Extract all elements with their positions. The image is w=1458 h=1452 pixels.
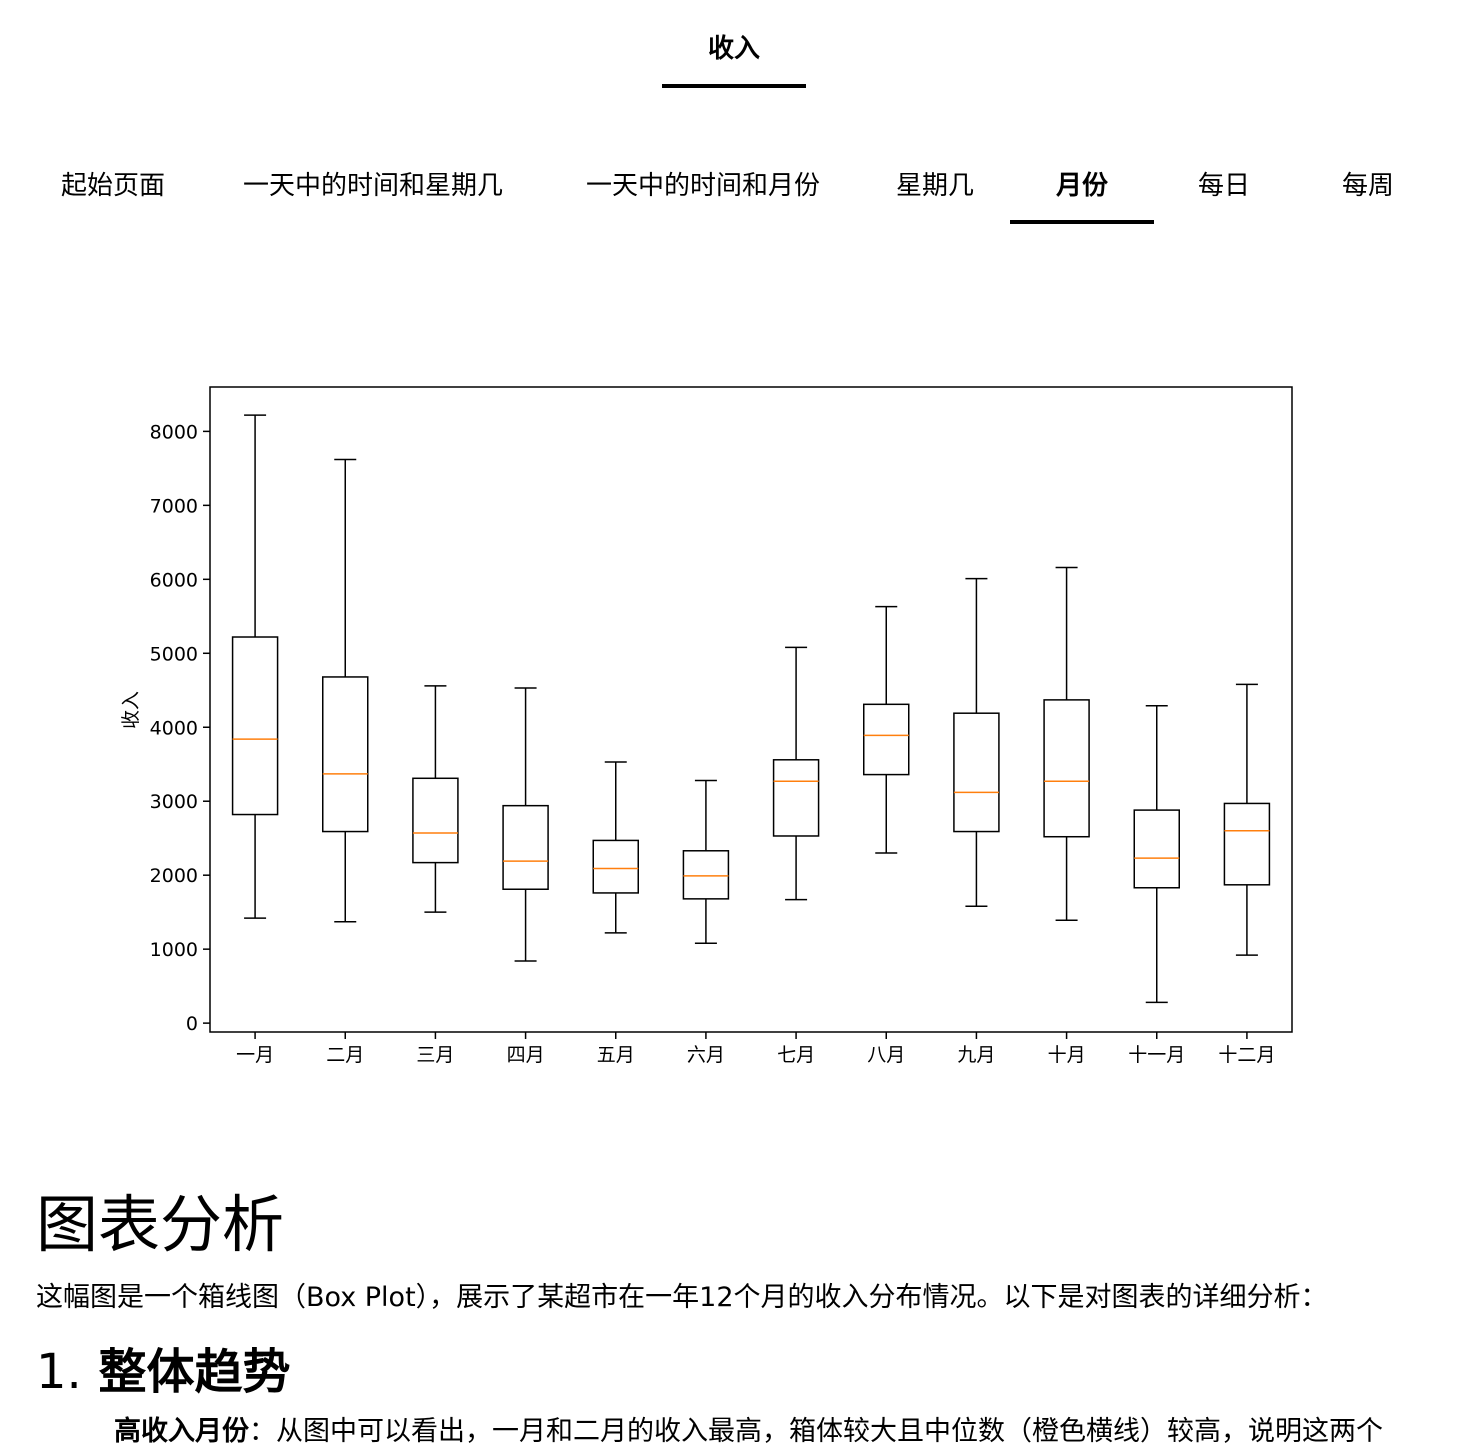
monthly-income-boxplot: 0 1000 2000 3000 4000 5000 6000 7000 8000 一月 二月 三月… [100, 370, 1320, 1090]
x-tick-label: 九月 [957, 1044, 995, 1066]
y-tick-label: 2000 [150, 865, 198, 887]
analysis-section: 图表分析 这幅图是一个箱线图（Box Plot），展示了某超市在一年12个月的收… [36, 1180, 1436, 1452]
x-tick-label: 一月 [236, 1044, 274, 1066]
box-plot-item [772, 646, 820, 901]
x-axis: 一月 二月 三月 四月 五月 六月 七月 八月 九月 十月 十一月 十二月 [236, 1032, 1275, 1066]
subtab-label: 起始页面 [60, 171, 165, 201]
y-tick-label: 6000 [150, 569, 198, 591]
y-tick-label: 4000 [150, 717, 198, 739]
box-series [231, 414, 1271, 1004]
iqr-box [1133, 809, 1180, 889]
section-title: 整体趋势 [98, 1344, 291, 1400]
boxplot-svg: 0 1000 2000 3000 4000 5000 6000 7000 8000 一月 二月 三月… [120, 386, 1293, 1066]
box-plot-item [502, 687, 549, 962]
x-tick-label: 四月 [507, 1044, 545, 1066]
iqr-box [1043, 699, 1090, 838]
iqr-box [592, 839, 639, 894]
y-tick-label: 0 [186, 1013, 198, 1035]
y-tick-label: 1000 [150, 939, 198, 961]
box-plot-item [682, 779, 730, 944]
x-tick-label: 五月 [597, 1044, 635, 1066]
y-tick-label: 8000 [150, 421, 198, 443]
iqr-box [502, 804, 549, 890]
subtab-label: 一天中的时间和月份 [585, 171, 820, 201]
x-tick-label: 六月 [687, 1044, 725, 1066]
subtab-label: 月份 [1055, 171, 1108, 201]
box-plot-item [592, 761, 639, 934]
analysis-intro: 这幅图是一个箱线图（Box Plot），展示了某超市在一年12个月的收入分布情况… [36, 1282, 1328, 1313]
x-tick-label: 十月 [1048, 1044, 1086, 1066]
y-axis: 0 1000 2000 3000 4000 5000 6000 7000 8000 [150, 421, 210, 1035]
iqr-box [863, 703, 910, 776]
bullet-text: ：从图中可以看出，一月和二月的收入最高，箱体较大且中位数（橙色横线）较高，说明这… [249, 1416, 1383, 1447]
bullet-bold-term: 高收入月份 [114, 1416, 249, 1447]
iqr-box [682, 850, 730, 900]
analysis-heading: 图表分析 [36, 1188, 285, 1261]
box-plot-item [863, 605, 910, 854]
subtab-label: 一天中的时间和星期几 [242, 171, 503, 201]
box-plot-item [953, 577, 1000, 908]
x-tick-label: 八月 [867, 1044, 905, 1066]
active-tab-underline [662, 84, 806, 88]
box-plot-item [231, 414, 279, 919]
x-tick-label: 十一月 [1128, 1044, 1185, 1066]
box-plot-item [1133, 705, 1180, 1004]
subtab-daily[interactable]: 每日 [1176, 150, 1272, 222]
subtab-weekday[interactable]: 星期几 [878, 150, 992, 222]
plot-area-frame [209, 386, 1293, 1033]
subtab-month[interactable]: 月份 [1010, 150, 1154, 224]
section-number: 1. [36, 1344, 82, 1400]
iqr-box [322, 676, 369, 833]
iqr-box [412, 777, 459, 864]
x-tick-label: 三月 [416, 1044, 454, 1066]
subtab-label: 每周 [1341, 171, 1394, 201]
iqr-box [953, 712, 1000, 833]
box-plot-item [1223, 683, 1271, 956]
box-plot-item [412, 685, 459, 913]
subtab-label: 每日 [1197, 171, 1250, 201]
box-plot-item [322, 458, 369, 923]
x-tick-label: 二月 [326, 1044, 364, 1066]
y-axis-label: 收入 [120, 691, 142, 729]
active-subtab-underline [1010, 220, 1154, 224]
subtab-bar: 起始页面 一天中的时间和星期几 一天中的时间和月份 星期几 月份 每日 每周 [0, 150, 1458, 225]
iqr-box [1223, 802, 1271, 886]
iqr-box [231, 636, 279, 816]
tab-income[interactable]: 收入 [662, 22, 806, 88]
y-tick-label: 3000 [150, 791, 198, 813]
subtab-weekly[interactable]: 每周 [1320, 150, 1416, 222]
x-tick-label: 七月 [777, 1044, 815, 1066]
list-item: 高收入月份：从图中可以看出，一月和二月的收入最高，箱体较大且中位数（橙色横线）较… [114, 1412, 1436, 1452]
box-plot-item [1043, 566, 1090, 922]
y-tick-label: 5000 [150, 643, 198, 665]
subtab-time-of-day-weekday[interactable]: 一天中的时间和星期几 [222, 150, 524, 222]
tab-income-label: 收入 [707, 34, 760, 64]
subtab-time-of-day-month[interactable]: 一天中的时间和月份 [566, 150, 840, 222]
subtab-start-page[interactable]: 起始页面 [40, 150, 186, 222]
x-tick-label: 十二月 [1218, 1044, 1275, 1066]
section-heading-overall-trend: 1. 整体趋势 [36, 1336, 1436, 1408]
subtab-label: 星期几 [895, 171, 974, 201]
y-tick-label: 7000 [150, 495, 198, 517]
iqr-box [772, 759, 820, 837]
top-tab-bar: 收入 [0, 0, 1458, 100]
